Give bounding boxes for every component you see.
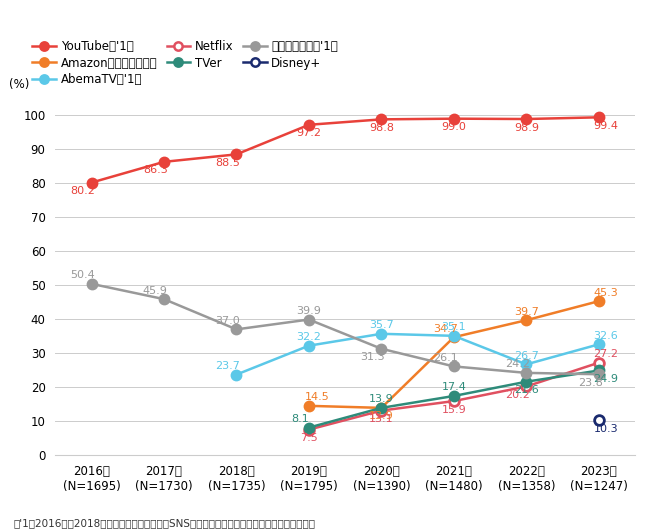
YouTube（'1）: [595, 114, 603, 121]
YouTube（'1）: [233, 151, 240, 158]
Legend: YouTube（'1）, Amazonプライムビデオ, AbemaTV（'1）, Netflix, TVer, ニコニコ動画（'1）, Disney+: YouTube（'1）, Amazonプライムビデオ, AbemaTV（'1）,…: [32, 40, 338, 86]
Text: 88.5: 88.5: [215, 158, 240, 168]
Text: 31.3: 31.3: [360, 352, 385, 362]
YouTube（'1）: [450, 115, 458, 122]
Amazonプライムビデオ: [595, 298, 603, 304]
Line: Netflix: Netflix: [304, 358, 604, 434]
Text: 21.6: 21.6: [514, 385, 539, 395]
Text: (%): (%): [9, 78, 29, 91]
Text: 99.4: 99.4: [593, 121, 619, 131]
Text: 35.1: 35.1: [441, 322, 466, 332]
TVer: [595, 367, 603, 373]
Line: TVer: TVer: [304, 366, 604, 432]
Text: 13.9: 13.9: [369, 412, 394, 422]
Text: 10.3: 10.3: [593, 424, 618, 434]
Text: 7.5: 7.5: [300, 433, 318, 443]
Text: 97.2: 97.2: [296, 129, 321, 138]
Text: 39.7: 39.7: [514, 307, 539, 317]
Text: 14.5: 14.5: [306, 393, 330, 403]
Text: 98.8: 98.8: [369, 123, 394, 133]
AbemaTV（'1）: [233, 371, 240, 378]
YouTube（'1）: [378, 116, 385, 123]
Text: 39.9: 39.9: [296, 306, 321, 316]
Netflix: [450, 398, 458, 404]
Text: 99.0: 99.0: [441, 122, 466, 132]
ニコニコ動画（'1）: [233, 326, 240, 333]
Netflix: [523, 384, 530, 390]
ニコニコ動画（'1）: [160, 296, 168, 302]
ニコニコ動画（'1）: [378, 345, 385, 352]
Text: 80.2: 80.2: [70, 186, 96, 196]
Line: ニコニコ動画（'1）: ニコニコ動画（'1）: [86, 279, 604, 379]
Text: 20.2: 20.2: [505, 390, 530, 400]
Text: 35.7: 35.7: [369, 320, 394, 330]
ニコニコ動画（'1）: [305, 316, 313, 323]
Text: 86.3: 86.3: [143, 166, 168, 175]
Text: 23.7: 23.7: [215, 361, 240, 371]
TVer: [523, 379, 530, 385]
TVer: [378, 405, 385, 411]
TVer: [450, 393, 458, 399]
YouTube（'1）: [305, 122, 313, 128]
YouTube（'1）: [88, 179, 96, 186]
Text: 32.2: 32.2: [296, 332, 321, 342]
AbemaTV（'1）: [523, 361, 530, 368]
ニコニコ動画（'1）: [523, 370, 530, 376]
Amazonプライムビデオ: [523, 317, 530, 323]
Text: 24.2: 24.2: [505, 359, 530, 369]
Text: 23.8: 23.8: [578, 378, 603, 388]
Text: （'1）2016年～2018年は「現在利用しているSNSや動画サイト・チャンネル」の項目にて質問: （'1）2016年～2018年は「現在利用しているSNSや動画サイト・チャンネル…: [13, 518, 315, 528]
AbemaTV（'1）: [595, 341, 603, 348]
Text: 32.6: 32.6: [593, 331, 618, 341]
Line: YouTube（'1）: YouTube（'1）: [86, 113, 604, 187]
Text: 26.7: 26.7: [514, 351, 539, 361]
Text: 45.3: 45.3: [593, 288, 618, 298]
Text: 45.9: 45.9: [143, 286, 168, 296]
Text: 37.0: 37.0: [215, 316, 240, 326]
ニコニコ動画（'1）: [88, 281, 96, 287]
Line: AbemaTV（'1）: AbemaTV（'1）: [231, 329, 604, 379]
Text: 34.7: 34.7: [433, 324, 458, 334]
Text: 24.9: 24.9: [593, 374, 619, 384]
Netflix: [378, 407, 385, 414]
Text: 50.4: 50.4: [70, 270, 95, 280]
Text: 27.2: 27.2: [593, 349, 619, 359]
Netflix: [595, 360, 603, 366]
ニコニコ動画（'1）: [595, 371, 603, 377]
AbemaTV（'1）: [378, 331, 385, 337]
ニコニコ動画（'1）: [450, 363, 458, 370]
Text: 98.9: 98.9: [514, 123, 539, 132]
Netflix: [305, 426, 313, 433]
TVer: [305, 424, 313, 431]
YouTube（'1）: [160, 159, 168, 165]
Text: 8.1: 8.1: [291, 414, 309, 424]
AbemaTV（'1）: [450, 333, 458, 339]
Text: 13.9: 13.9: [369, 395, 394, 404]
Line: Amazonプライムビデオ: Amazonプライムビデオ: [304, 296, 604, 413]
Amazonプライムビデオ: [305, 403, 313, 409]
Amazonプライムビデオ: [450, 334, 458, 340]
Text: 15.9: 15.9: [441, 405, 466, 415]
Text: 26.1: 26.1: [433, 353, 458, 363]
YouTube（'1）: [523, 116, 530, 122]
Amazonプライムビデオ: [378, 405, 385, 411]
Text: 17.4: 17.4: [441, 382, 466, 393]
Text: 13.1: 13.1: [369, 414, 394, 424]
AbemaTV（'1）: [305, 342, 313, 349]
